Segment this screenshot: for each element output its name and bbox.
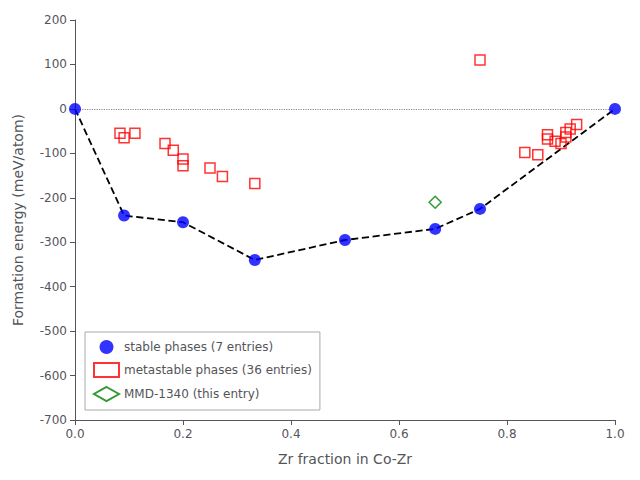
svg-text:0.0: 0.0	[65, 427, 84, 441]
svg-text:0.8: 0.8	[497, 427, 516, 441]
svg-text:-100: -100	[40, 146, 67, 160]
svg-text:200: 200	[44, 13, 67, 27]
svg-text:0.2: 0.2	[173, 427, 192, 441]
svg-text:MMD-1340 (this entry): MMD-1340 (this entry)	[124, 387, 259, 401]
svg-text:metastable phases (36 entries): metastable phases (36 entries)	[124, 363, 312, 377]
svg-text:1.0: 1.0	[605, 427, 624, 441]
svg-text:stable phases (7 entries): stable phases (7 entries)	[124, 340, 273, 354]
svg-text:-500: -500	[40, 324, 67, 338]
svg-text:-600: -600	[40, 369, 67, 383]
svg-text:-400: -400	[40, 280, 67, 294]
svg-text:-700: -700	[40, 413, 67, 427]
svg-text:0.4: 0.4	[281, 427, 300, 441]
svg-text:-200: -200	[40, 191, 67, 205]
svg-text:0: 0	[59, 102, 67, 116]
svg-text:Zr fraction in Co-Zr: Zr fraction in Co-Zr	[278, 451, 412, 467]
svg-text:-300: -300	[40, 235, 67, 249]
svg-text:0.6: 0.6	[389, 427, 408, 441]
svg-text:Formation energy (meV/atom): Formation energy (meV/atom)	[10, 114, 26, 326]
svg-text:100: 100	[44, 57, 67, 71]
